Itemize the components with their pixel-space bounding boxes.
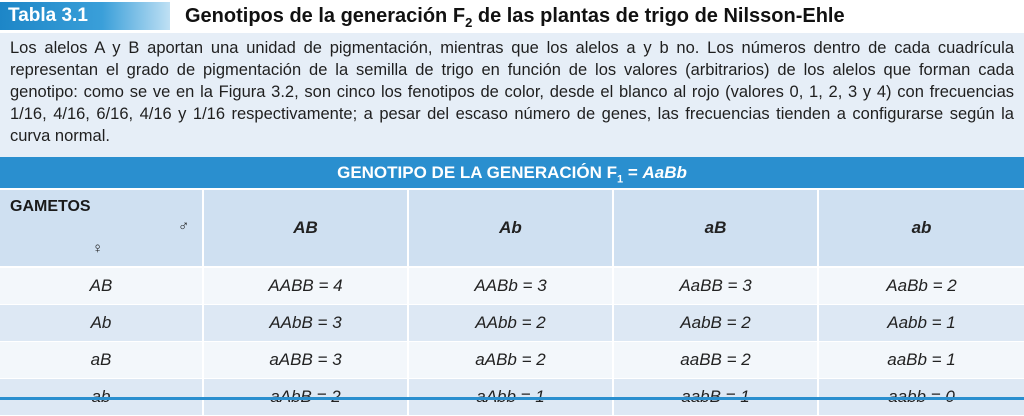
intro-box: Los alelos A y B aportan una unidad de p… (0, 33, 1024, 157)
intro-text: Los alelos A y B aportan una unidad de p… (10, 39, 1014, 145)
genotype-cell: AABb = 3 (409, 268, 614, 304)
bottom-rule (0, 397, 1024, 400)
genotype-cell: aaBb = 1 (887, 350, 956, 369)
genotype-cell: AAbB = 3 (204, 305, 409, 341)
genotype-cell: aABB = 3 (204, 342, 409, 378)
punnett-table: GENOTIPO DE LA GENERACIÓN F1 = AaBb GAME… (0, 157, 1024, 416)
genotype-cell: aABb = 2 (409, 342, 614, 378)
genotype-cell: AAbb = 2 (409, 305, 614, 341)
genotype-cell: Aabb = 1 (887, 313, 956, 332)
female-symbol-icon: ♀ (92, 240, 104, 257)
caption-eq: = (623, 163, 643, 182)
male-symbol-icon: ♂ (178, 218, 190, 235)
table-row: aB aABB = 3 aABb = 2 aaBB = 2 aaBb = 1 (0, 342, 1024, 379)
column-header: Ab (409, 190, 614, 266)
table-number-tag: Tabla 3.1 (0, 2, 170, 30)
genotype-cell: aabb = 0 (819, 379, 1024, 415)
row-header: aB (0, 342, 204, 378)
genotype-cell: AaBb = 2 (886, 276, 957, 295)
column-header: aB (614, 190, 819, 266)
genotype-cell: aaBB = 2 (614, 342, 819, 378)
genotype-cell: AaBB = 3 (614, 268, 819, 304)
title-post: de las plantas de trigo de Nilsson-Ehle (472, 5, 845, 27)
column-header: AB (204, 190, 409, 266)
title-pre: Genotipos de la generación F (185, 5, 466, 27)
table-row: AB AABB = 4 AABb = 3 AaBB = 3 AaBb = 2 (0, 268, 1024, 305)
table-caption: GENOTIPO DE LA GENERACIÓN F1 = AaBb (0, 157, 1024, 190)
genotype-cell: AABB = 4 (204, 268, 409, 304)
gametes-corner-cell: GAMETOS ♂ ♀ (0, 190, 204, 266)
gametes-label: GAMETOS (10, 198, 91, 215)
caption-pre: GENOTIPO DE LA GENERACIÓN F (337, 163, 617, 182)
column-header-row: GAMETOS ♂ ♀ AB Ab aB ab (0, 190, 1024, 268)
table-row: Ab AAbB = 3 AAbb = 2 AabB = 2 Aabb = 1 (0, 305, 1024, 342)
column-header: ab (911, 218, 932, 237)
caption-subscript: 1 (616, 173, 624, 186)
table-header: Tabla 3.1 Genotipos de la generación F2 … (0, 0, 1024, 32)
title-subscript: 2 (465, 15, 473, 30)
genotype-cell: AabB = 2 (614, 305, 819, 341)
table-title: Genotipos de la generación F2 de las pla… (185, 2, 845, 30)
row-header: AB (0, 268, 204, 304)
row-header: Ab (0, 305, 204, 341)
caption-genotype: AaBb (642, 163, 687, 182)
